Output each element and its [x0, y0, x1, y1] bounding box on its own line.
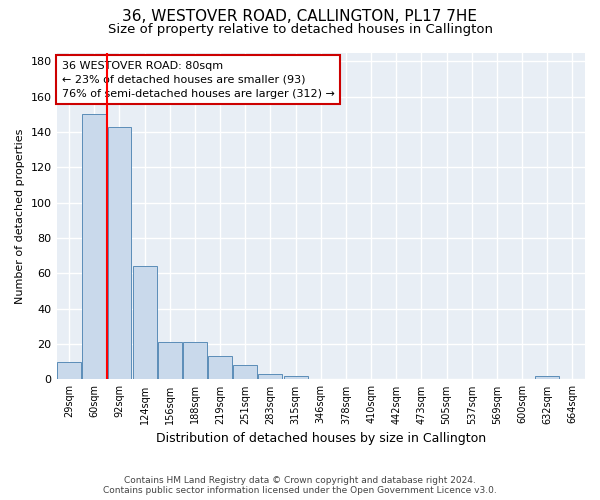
- Bar: [183, 342, 207, 380]
- Bar: [233, 366, 257, 380]
- Text: Size of property relative to detached houses in Callington: Size of property relative to detached ho…: [107, 22, 493, 36]
- Bar: [107, 126, 131, 380]
- Bar: [57, 362, 81, 380]
- Bar: [208, 356, 232, 380]
- Bar: [158, 342, 182, 380]
- Text: 36, WESTOVER ROAD, CALLINGTON, PL17 7HE: 36, WESTOVER ROAD, CALLINGTON, PL17 7HE: [122, 9, 478, 24]
- Bar: [284, 376, 308, 380]
- Bar: [535, 376, 559, 380]
- Bar: [259, 374, 283, 380]
- Bar: [133, 266, 157, 380]
- Text: Contains HM Land Registry data © Crown copyright and database right 2024.
Contai: Contains HM Land Registry data © Crown c…: [103, 476, 497, 495]
- Y-axis label: Number of detached properties: Number of detached properties: [15, 128, 25, 304]
- Bar: [82, 114, 106, 380]
- Text: 36 WESTOVER ROAD: 80sqm
← 23% of detached houses are smaller (93)
76% of semi-de: 36 WESTOVER ROAD: 80sqm ← 23% of detache…: [62, 60, 335, 98]
- X-axis label: Distribution of detached houses by size in Callington: Distribution of detached houses by size …: [156, 432, 486, 445]
